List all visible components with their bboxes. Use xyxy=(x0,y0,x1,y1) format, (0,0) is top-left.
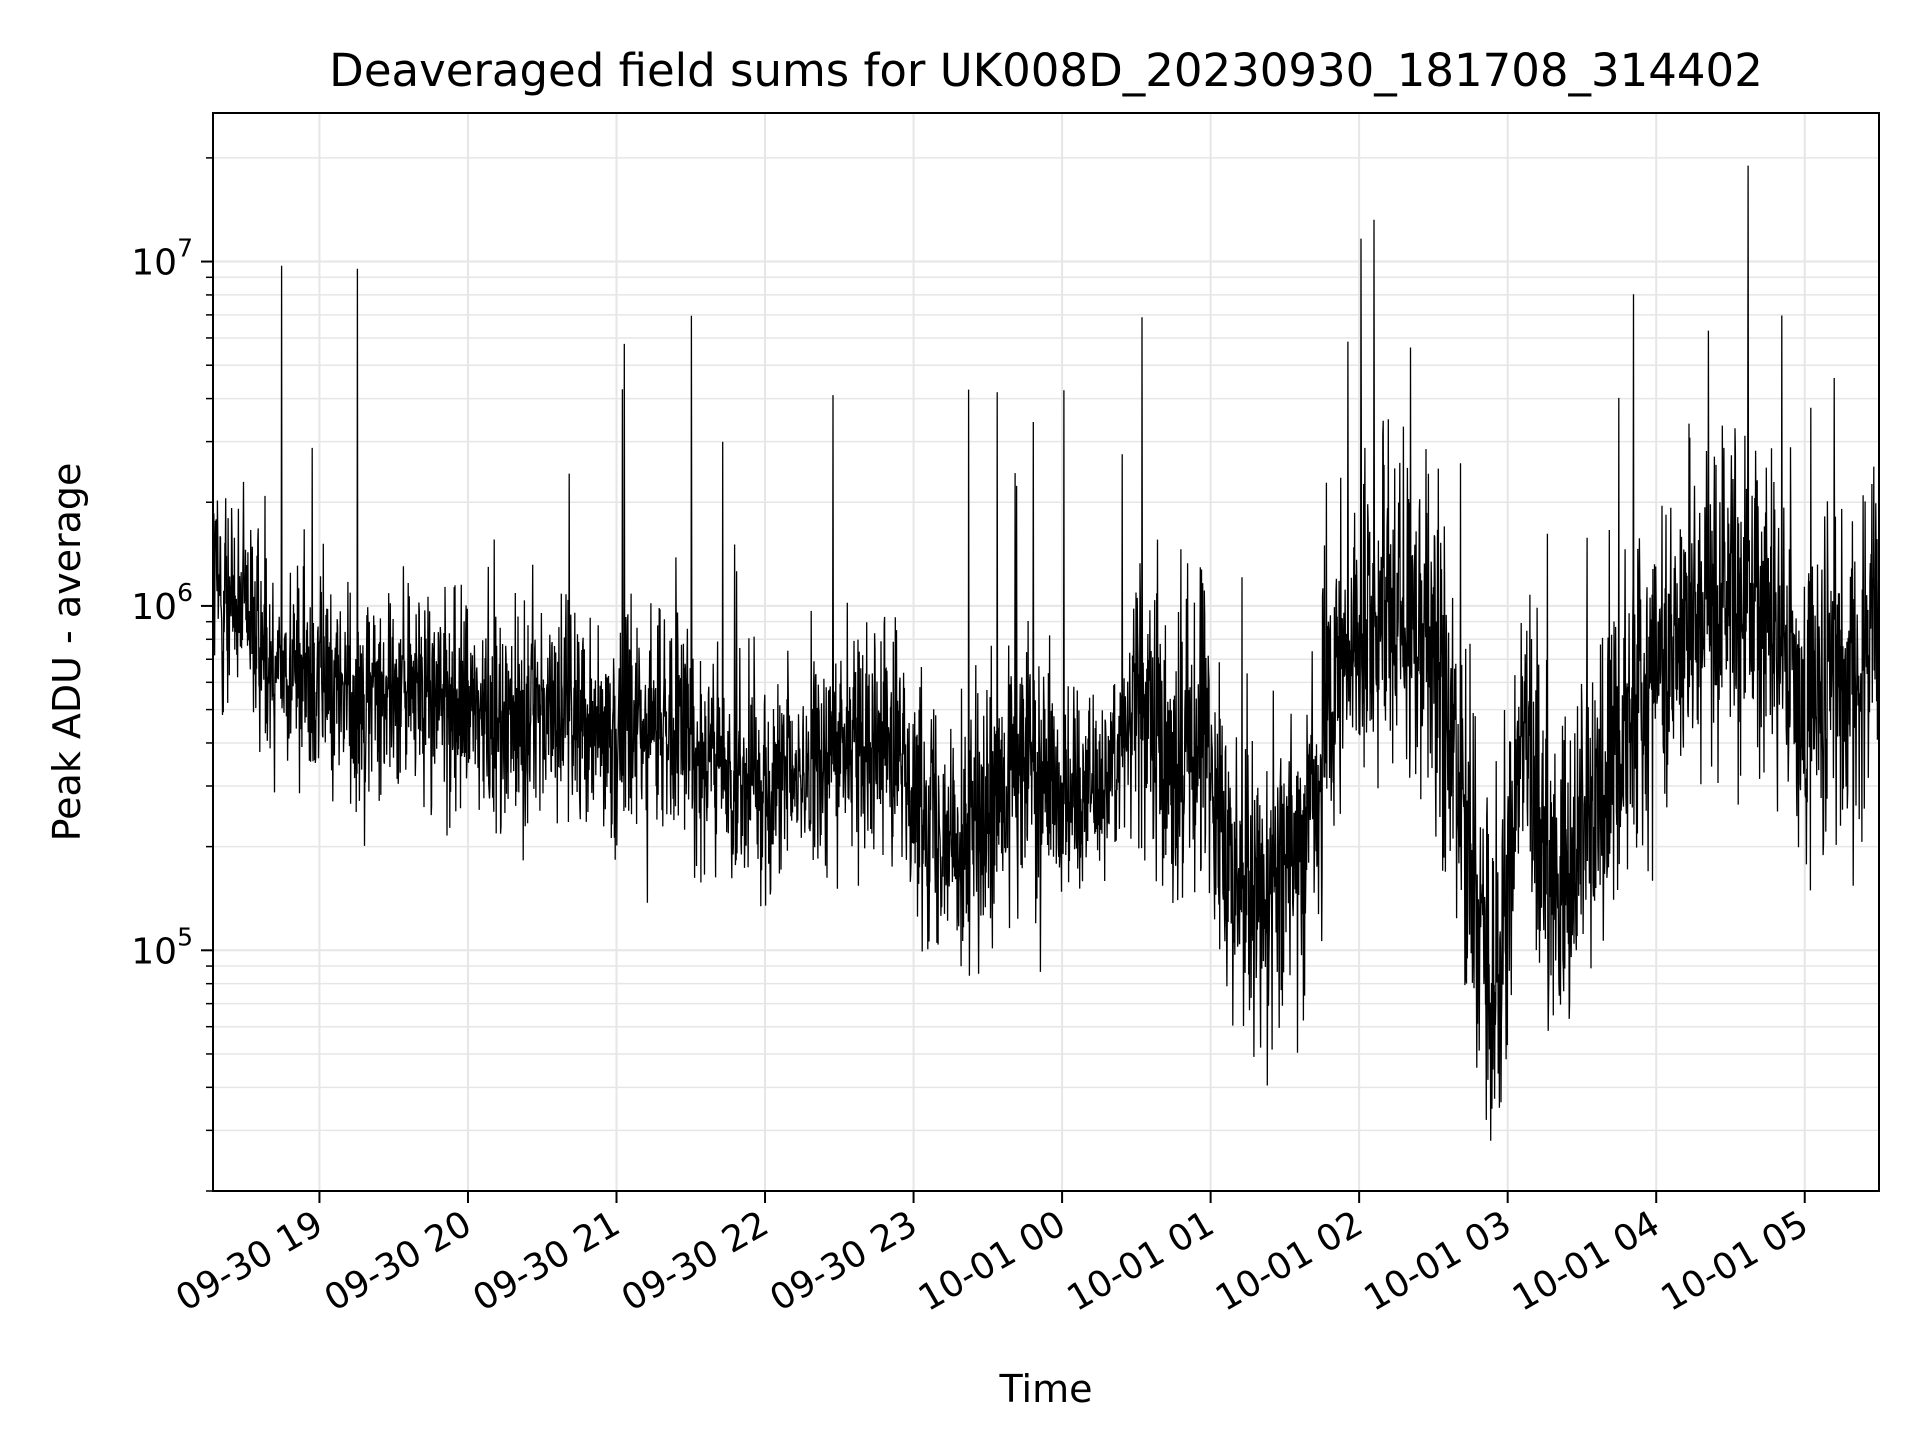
y-axis-label: Peak ADU - average xyxy=(45,463,89,842)
chart-title: Deaveraged field sums for UK008D_2023093… xyxy=(329,44,1763,97)
plot-area xyxy=(213,165,1879,1141)
grid-major xyxy=(213,113,1879,1191)
series-line xyxy=(213,165,1879,1141)
y-axis: 105 106 107 xyxy=(131,157,213,1192)
y-tick-label: 105 xyxy=(131,922,193,972)
plot-frame xyxy=(212,112,1880,1192)
x-axis-label: Time xyxy=(999,1367,1093,1411)
y-tick-label: 106 xyxy=(131,578,193,628)
y-tick-label: 107 xyxy=(131,234,193,284)
